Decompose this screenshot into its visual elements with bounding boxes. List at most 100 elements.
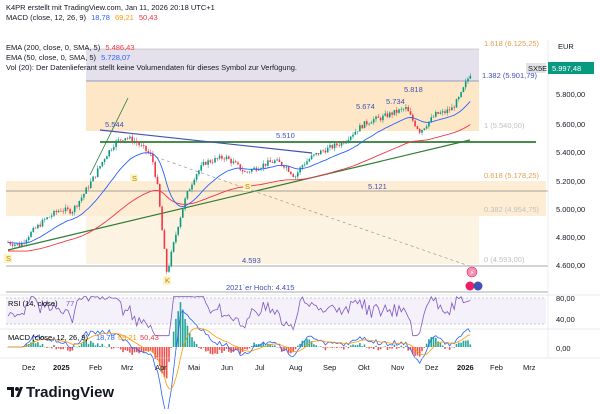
candle[interactable] bbox=[207, 160, 209, 164]
candle[interactable] bbox=[267, 160, 269, 165]
candle[interactable] bbox=[405, 107, 407, 109]
candle[interactable] bbox=[274, 160, 276, 162]
candle[interactable] bbox=[214, 158, 216, 162]
candle[interactable] bbox=[203, 162, 205, 165]
candle[interactable] bbox=[154, 162, 156, 177]
marker-s[interactable]: S bbox=[132, 174, 137, 183]
candle[interactable] bbox=[276, 159, 278, 160]
candle[interactable] bbox=[177, 227, 179, 235]
candle[interactable] bbox=[341, 142, 343, 145]
marker-s[interactable]: S bbox=[245, 182, 250, 191]
candle[interactable] bbox=[138, 143, 140, 145]
candle[interactable] bbox=[145, 146, 147, 151]
candle[interactable] bbox=[35, 228, 37, 229]
candle[interactable] bbox=[292, 174, 294, 177]
candle[interactable] bbox=[129, 137, 131, 139]
candle[interactable] bbox=[90, 181, 92, 188]
candle[interactable] bbox=[65, 208, 67, 212]
candle[interactable] bbox=[228, 157, 230, 159]
candle[interactable] bbox=[384, 113, 386, 115]
candle[interactable] bbox=[414, 121, 416, 127]
candle[interactable] bbox=[334, 143, 336, 148]
event-icon[interactable] bbox=[466, 282, 475, 291]
candle[interactable] bbox=[12, 244, 14, 245]
candle[interactable] bbox=[37, 225, 39, 228]
candle[interactable] bbox=[322, 151, 324, 152]
candle[interactable] bbox=[456, 99, 458, 107]
candle[interactable] bbox=[237, 162, 239, 164]
candle[interactable] bbox=[136, 141, 138, 143]
candle[interactable] bbox=[118, 139, 120, 140]
candle[interactable] bbox=[364, 121, 366, 128]
candle[interactable] bbox=[410, 111, 412, 115]
candle[interactable] bbox=[295, 176, 297, 177]
candle[interactable] bbox=[56, 211, 58, 212]
candle[interactable] bbox=[81, 198, 83, 201]
candle[interactable] bbox=[286, 167, 288, 168]
candle[interactable] bbox=[380, 118, 382, 120]
marker-s[interactable]: S bbox=[6, 254, 11, 263]
candle[interactable] bbox=[329, 145, 331, 147]
candle[interactable] bbox=[325, 151, 327, 153]
candle[interactable] bbox=[104, 159, 106, 162]
candle[interactable] bbox=[378, 117, 380, 118]
candle[interactable] bbox=[157, 177, 159, 184]
candle[interactable] bbox=[297, 172, 299, 176]
candle[interactable] bbox=[14, 244, 16, 245]
candle[interactable] bbox=[437, 112, 439, 114]
candle[interactable] bbox=[223, 159, 225, 160]
candle[interactable] bbox=[127, 138, 129, 139]
candle[interactable] bbox=[120, 139, 122, 140]
candle[interactable] bbox=[198, 170, 200, 174]
candle[interactable] bbox=[240, 164, 242, 170]
candle[interactable] bbox=[366, 121, 368, 124]
candle[interactable] bbox=[417, 126, 419, 129]
candle[interactable] bbox=[122, 140, 124, 141]
candle[interactable] bbox=[205, 162, 207, 165]
candle[interactable] bbox=[269, 160, 271, 162]
candle[interactable] bbox=[106, 156, 108, 159]
candle[interactable] bbox=[194, 180, 196, 185]
candle[interactable] bbox=[85, 188, 87, 194]
candle[interactable] bbox=[336, 143, 338, 145]
candle[interactable] bbox=[108, 150, 110, 156]
candle[interactable] bbox=[343, 142, 345, 143]
candle[interactable] bbox=[442, 111, 444, 112]
candle[interactable] bbox=[200, 165, 202, 170]
candle[interactable] bbox=[306, 161, 308, 164]
candle[interactable] bbox=[171, 252, 173, 266]
candle[interactable] bbox=[131, 137, 133, 142]
candle[interactable] bbox=[315, 153, 317, 154]
candle[interactable] bbox=[246, 172, 248, 173]
candle[interactable] bbox=[396, 110, 398, 113]
candle[interactable] bbox=[113, 147, 115, 150]
candle[interactable] bbox=[433, 117, 435, 118]
candle[interactable] bbox=[74, 206, 76, 212]
candle[interactable] bbox=[182, 209, 184, 218]
candle[interactable] bbox=[33, 228, 35, 232]
candle[interactable] bbox=[288, 167, 290, 172]
candle[interactable] bbox=[359, 125, 361, 131]
candle[interactable] bbox=[226, 157, 228, 160]
candle[interactable] bbox=[92, 177, 94, 182]
candle[interactable] bbox=[350, 137, 352, 140]
candle[interactable] bbox=[424, 128, 426, 130]
candle[interactable] bbox=[42, 220, 44, 227]
candle[interactable] bbox=[168, 266, 170, 272]
candle[interactable] bbox=[143, 145, 145, 146]
candle[interactable] bbox=[187, 191, 189, 198]
candle[interactable] bbox=[465, 81, 467, 87]
candle[interactable] bbox=[180, 218, 182, 227]
candle[interactable] bbox=[375, 117, 377, 120]
candle[interactable] bbox=[60, 211, 62, 212]
candle[interactable] bbox=[95, 177, 97, 178]
candle[interactable] bbox=[99, 166, 101, 168]
candle[interactable] bbox=[265, 164, 267, 166]
candle[interactable] bbox=[394, 110, 396, 115]
candle[interactable] bbox=[51, 216, 53, 217]
candle[interactable] bbox=[311, 156, 313, 160]
candle[interactable] bbox=[403, 109, 405, 110]
candle[interactable] bbox=[338, 145, 340, 146]
candle[interactable] bbox=[53, 211, 55, 216]
candle[interactable] bbox=[242, 170, 244, 171]
